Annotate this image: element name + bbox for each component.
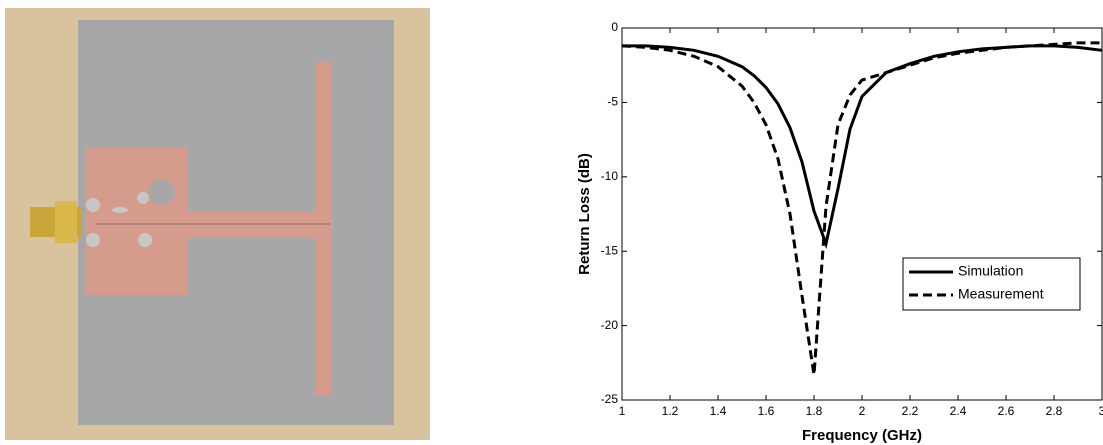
antenna-photo: [5, 8, 430, 440]
y-tick-label: -25: [601, 392, 619, 406]
sma-flange: [55, 201, 77, 243]
x-tick-label: 2.6: [998, 404, 1015, 418]
hole: [149, 179, 175, 205]
y-tick-label: -15: [601, 243, 619, 257]
y-tick-label: -20: [601, 318, 619, 332]
x-tick-label: 1.4: [710, 404, 727, 418]
plot-area: [621, 27, 1103, 401]
y-tick-label: 0: [611, 20, 618, 34]
solder-joint: [86, 233, 100, 247]
x-tick-label: 2.8: [1046, 404, 1063, 418]
solder-joint: [86, 198, 100, 212]
legend-label: Measurement: [958, 286, 1044, 302]
x-tick-label: 3: [1099, 404, 1103, 418]
x-tick-label: 1.2: [662, 404, 679, 418]
y-tick-label: -5: [607, 95, 618, 109]
series-line: [622, 44, 1103, 250]
radiating-strip: [315, 62, 332, 395]
x-tick-label: 2: [859, 404, 866, 418]
component: [112, 207, 128, 213]
x-tick-label: 2.2: [902, 404, 919, 418]
x-tick-label: 1: [619, 404, 626, 418]
solder-joint: [138, 233, 152, 247]
y-tick-label: -10: [601, 169, 619, 183]
y-axis-label: Return Loss (dB): [576, 153, 593, 275]
x-axis-label: Frequency (GHz): [802, 427, 922, 444]
x-tick-label: 1.6: [758, 404, 775, 418]
solder-joint: [137, 192, 149, 204]
x-tick-label: 2.4: [950, 404, 967, 418]
x-tick-label: 1.8: [806, 404, 823, 418]
series-line: [621, 41, 1102, 375]
legend-box: [902, 257, 1081, 311]
legend-label: Simulation: [958, 263, 1023, 279]
